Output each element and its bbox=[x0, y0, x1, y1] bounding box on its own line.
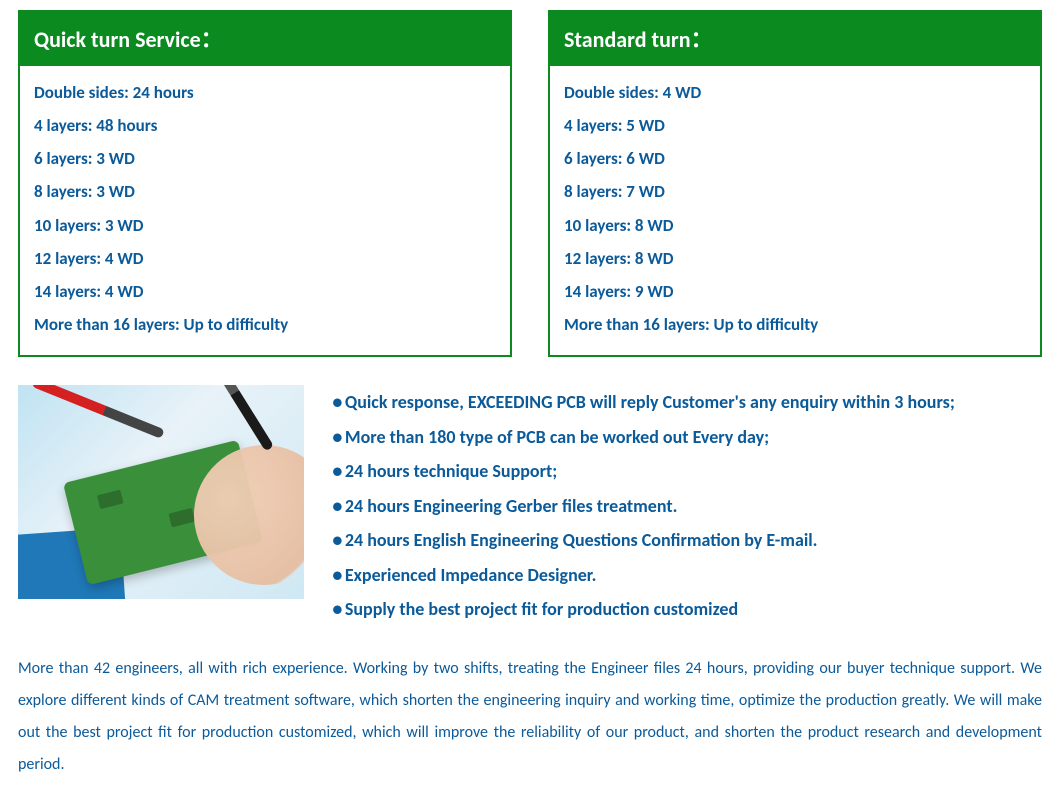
list-item: More than 16 layers: Up to difficulty bbox=[564, 308, 1026, 341]
list-item: 14 layers: 4 WD bbox=[34, 275, 496, 308]
bullet-icon: ● bbox=[332, 594, 343, 626]
bullet-icon: ● bbox=[332, 456, 343, 488]
feature-item: ●24 hours Engineering Gerber files treat… bbox=[332, 491, 1042, 523]
feature-text: More than 180 type of PCB can be worked … bbox=[345, 426, 769, 448]
list-item: 6 layers: 3 WD bbox=[34, 142, 496, 175]
quick-turn-body: Double sides: 24 hours 4 layers: 48 hour… bbox=[20, 66, 510, 355]
feature-item: ●24 hours technique Support; bbox=[332, 456, 1042, 488]
list-item: Double sides: 24 hours bbox=[34, 76, 496, 109]
list-item: 4 layers: 5 WD bbox=[564, 109, 1026, 142]
list-item: 12 layers: 8 WD bbox=[564, 242, 1026, 275]
feature-section: ●Quick response, EXCEEDING PCB will repl… bbox=[18, 385, 1042, 629]
list-item: Double sides: 4 WD bbox=[564, 76, 1026, 109]
feature-item: ●Quick response, EXCEEDING PCB will repl… bbox=[332, 387, 1042, 419]
feature-text: Supply the best project fit for producti… bbox=[345, 598, 738, 620]
bullet-icon: ● bbox=[332, 387, 343, 419]
standard-turn-title: Standard turn： bbox=[550, 12, 1040, 66]
list-item: 8 layers: 3 WD bbox=[34, 175, 496, 208]
feature-list: ●Quick response, EXCEEDING PCB will repl… bbox=[332, 385, 1042, 629]
list-item: 6 layers: 6 WD bbox=[564, 142, 1026, 175]
bullet-icon: ● bbox=[332, 525, 343, 557]
list-item: More than 16 layers: Up to difficulty bbox=[34, 308, 496, 341]
feature-text: Quick response, EXCEEDING PCB will reply… bbox=[345, 391, 955, 413]
feature-item: ●Supply the best project fit for product… bbox=[332, 594, 1042, 626]
list-item: 4 layers: 48 hours bbox=[34, 109, 496, 142]
feature-text: 24 hours Engineering Gerber files treatm… bbox=[345, 495, 678, 517]
bullet-icon: ● bbox=[332, 560, 343, 592]
feature-item: ●24 hours English Engineering Questions … bbox=[332, 525, 1042, 557]
feature-item: ●More than 180 type of PCB can be worked… bbox=[332, 422, 1042, 454]
quick-turn-card: Quick turn Service： Double sides: 24 hou… bbox=[18, 10, 512, 357]
feature-text: 24 hours technique Support; bbox=[345, 460, 557, 482]
bullet-icon: ● bbox=[332, 491, 343, 523]
service-cards-row: Quick turn Service： Double sides: 24 hou… bbox=[18, 10, 1042, 357]
standard-turn-card: Standard turn： Double sides: 4 WD 4 laye… bbox=[548, 10, 1042, 357]
feature-item: ●Experienced Impedance Designer. bbox=[332, 560, 1042, 592]
list-item: 10 layers: 3 WD bbox=[34, 209, 496, 242]
pcb-work-image bbox=[18, 385, 304, 599]
description-paragraph: More than 42 engineers, all with rich ex… bbox=[18, 653, 1042, 781]
bullet-icon: ● bbox=[332, 422, 343, 454]
list-item: 12 layers: 4 WD bbox=[34, 242, 496, 275]
standard-turn-body: Double sides: 4 WD 4 layers: 5 WD 6 laye… bbox=[550, 66, 1040, 355]
feature-text: 24 hours English Engineering Questions C… bbox=[345, 529, 818, 551]
list-item: 14 layers: 9 WD bbox=[564, 275, 1026, 308]
feature-text: Experienced Impedance Designer. bbox=[345, 564, 597, 586]
quick-turn-title: Quick turn Service： bbox=[20, 12, 510, 66]
list-item: 8 layers: 7 WD bbox=[564, 175, 1026, 208]
list-item: 10 layers: 8 WD bbox=[564, 209, 1026, 242]
